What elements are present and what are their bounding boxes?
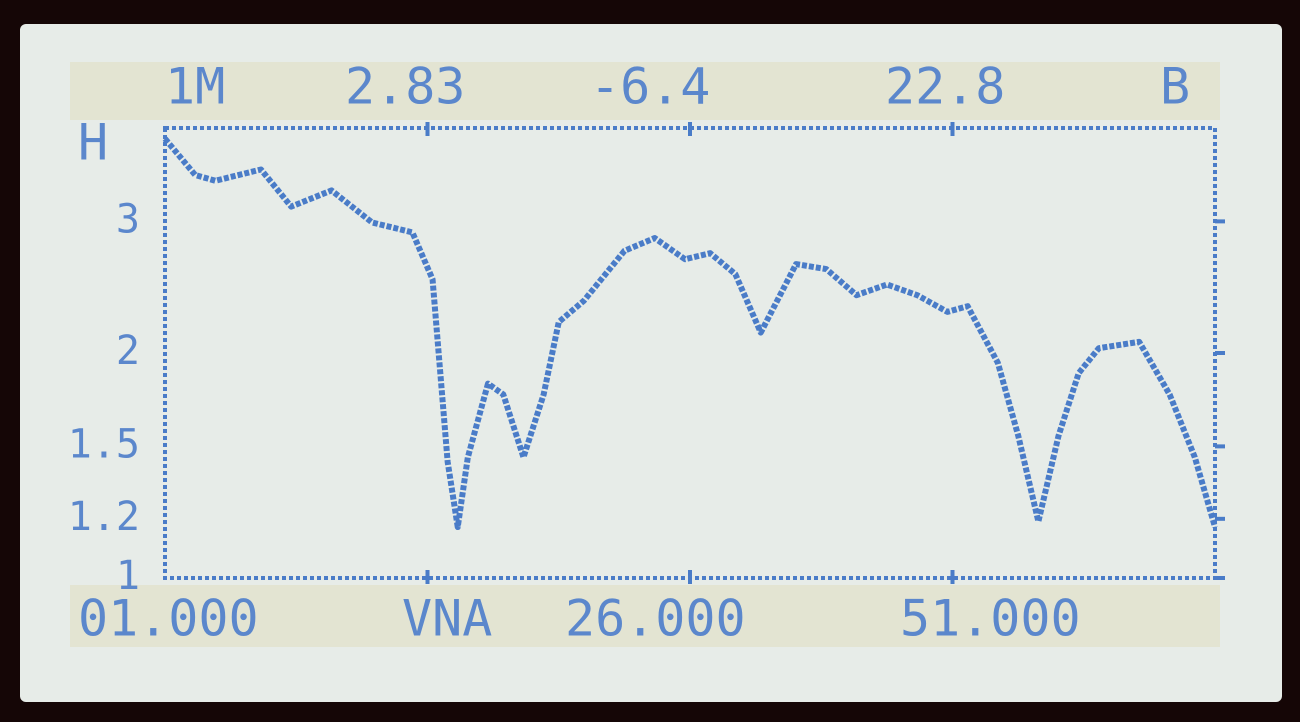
y-tick-label: 1 [116, 553, 140, 599]
header-readout: 22.8 [885, 58, 1005, 116]
footer-band [70, 585, 1220, 647]
header-readout: B [1160, 58, 1190, 116]
header-readout: 1M [165, 58, 225, 116]
y-top-label: H [78, 114, 108, 172]
footer-readout: 51.000 [900, 590, 1081, 648]
y-tick-label: 1.2 [68, 494, 140, 540]
y-tick-label: 3 [116, 196, 140, 242]
footer-readout: 01.000 [78, 590, 259, 648]
header-readout: -6.4 [590, 58, 710, 116]
swr-trace [162, 136, 1218, 531]
y-tick-label: 1.5 [68, 421, 140, 467]
y-tick-label: 2 [116, 328, 140, 374]
footer-readout: 26.000 [565, 590, 746, 648]
header-band [70, 62, 1220, 120]
header-readout: 2.83 [345, 58, 465, 116]
footer-readout: VNA [402, 590, 492, 648]
